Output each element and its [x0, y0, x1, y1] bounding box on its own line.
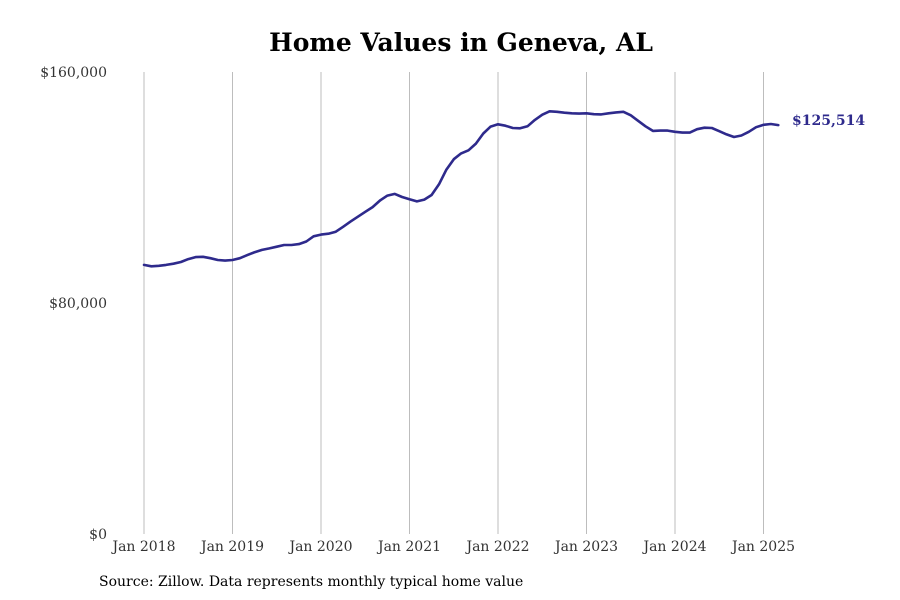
- x-tick-label: Jan 2022: [464, 539, 529, 555]
- chart-title: Home Values in Geneva, AL: [269, 28, 653, 57]
- x-tick-label: Jan 2020: [287, 539, 352, 555]
- x-tick-label: Jan 2021: [376, 539, 441, 555]
- x-axis: Jan 2018 Jan 2019 Jan 2020 Jan 2021 Jan 2022…: [110, 539, 795, 555]
- y-tick-label: $80,000: [49, 296, 107, 312]
- end-value-label: $125,514: [792, 113, 865, 129]
- x-tick-label: Jan 2024: [641, 539, 706, 555]
- x-tick-label: Jan 2023: [553, 539, 618, 555]
- series: $125,514: [142, 110, 865, 268]
- x-tick-label: Jan 2018: [110, 539, 175, 555]
- y-axis: $0 $80,000 $160,000: [40, 65, 107, 543]
- gridlines: [143, 72, 764, 534]
- y-tick-label: $160,000: [40, 65, 107, 81]
- x-tick-label: Jan 2019: [199, 539, 264, 555]
- x-tick-label: Jan 2025: [730, 539, 795, 555]
- y-tick-label: $0: [89, 527, 107, 543]
- series-line: [142, 110, 780, 268]
- source-note: Source: Zillow. Data represents monthly …: [99, 574, 524, 590]
